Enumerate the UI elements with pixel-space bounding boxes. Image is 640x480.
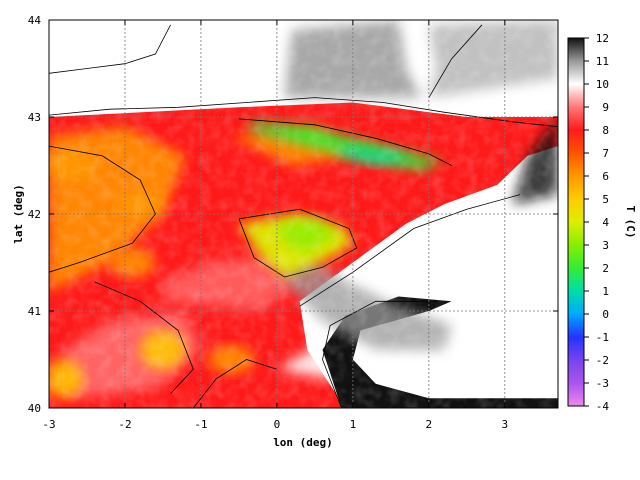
- y-tick-label: 42: [28, 208, 41, 221]
- grid-lines: [49, 20, 558, 408]
- x-axis-label: lon (deg): [273, 436, 333, 449]
- colorbar-tick-label: 0: [602, 308, 609, 321]
- x-axis: -3 -2 -1 0 1 2 3: [42, 20, 508, 431]
- x-tick-label: -2: [118, 418, 131, 431]
- contour-line: [299, 194, 521, 307]
- colorbar-tick-label: 8: [602, 124, 609, 137]
- colorbar-tick-label: 7: [602, 147, 609, 160]
- colorbar-tick-label: 11: [596, 55, 609, 68]
- y-tick-label: 44: [28, 14, 42, 27]
- colorbar-tick-label: 10: [596, 78, 609, 91]
- colorbar-tick-label: -1: [596, 331, 609, 344]
- x-tick-label: 1: [350, 418, 357, 431]
- colorbar-tick-label: 5: [602, 193, 609, 206]
- contour-line: [192, 359, 278, 408]
- y-axis: 40 41 42 43 44: [28, 14, 558, 415]
- x-tick-label: -3: [42, 418, 55, 431]
- x-tick-label: 2: [426, 418, 433, 431]
- contour-line: [49, 97, 558, 128]
- colorbar-tick-label: -4: [596, 400, 610, 413]
- colorbar-tick-label: 12: [596, 32, 609, 45]
- colorbar-tick-label: 1: [602, 285, 609, 298]
- colorbar-tick-label: -3: [596, 377, 609, 390]
- x-tick-label: 3: [502, 418, 509, 431]
- contour-line: [238, 118, 452, 166]
- contour-line: [49, 24, 171, 74]
- contour-line: [94, 281, 194, 394]
- colorbar-gradient: [567, 37, 585, 407]
- contour-line: [428, 24, 483, 98]
- colorbar-tick-label: 4: [602, 216, 609, 229]
- x-tick-label: -1: [194, 418, 207, 431]
- colorbar-tick-label: 2: [602, 262, 609, 275]
- y-axis-label: lat (deg): [12, 184, 25, 244]
- contour-line: [322, 300, 437, 408]
- contour-lines: [49, 24, 558, 408]
- colorbar-tick-label: 9: [602, 101, 609, 114]
- colorbar-tick-label: 3: [602, 239, 609, 252]
- contour-line: [238, 208, 358, 278]
- y-tick-label: 41: [28, 305, 41, 318]
- colorbar-tick-label: -2: [596, 354, 609, 367]
- colorbar-label: T (C): [624, 205, 637, 238]
- x-tick-label: 0: [274, 418, 281, 431]
- y-tick-label: 43: [28, 111, 41, 124]
- contour-line: [49, 145, 156, 273]
- colorbar-tick-label: 6: [602, 170, 609, 183]
- y-tick-label: 40: [28, 402, 41, 415]
